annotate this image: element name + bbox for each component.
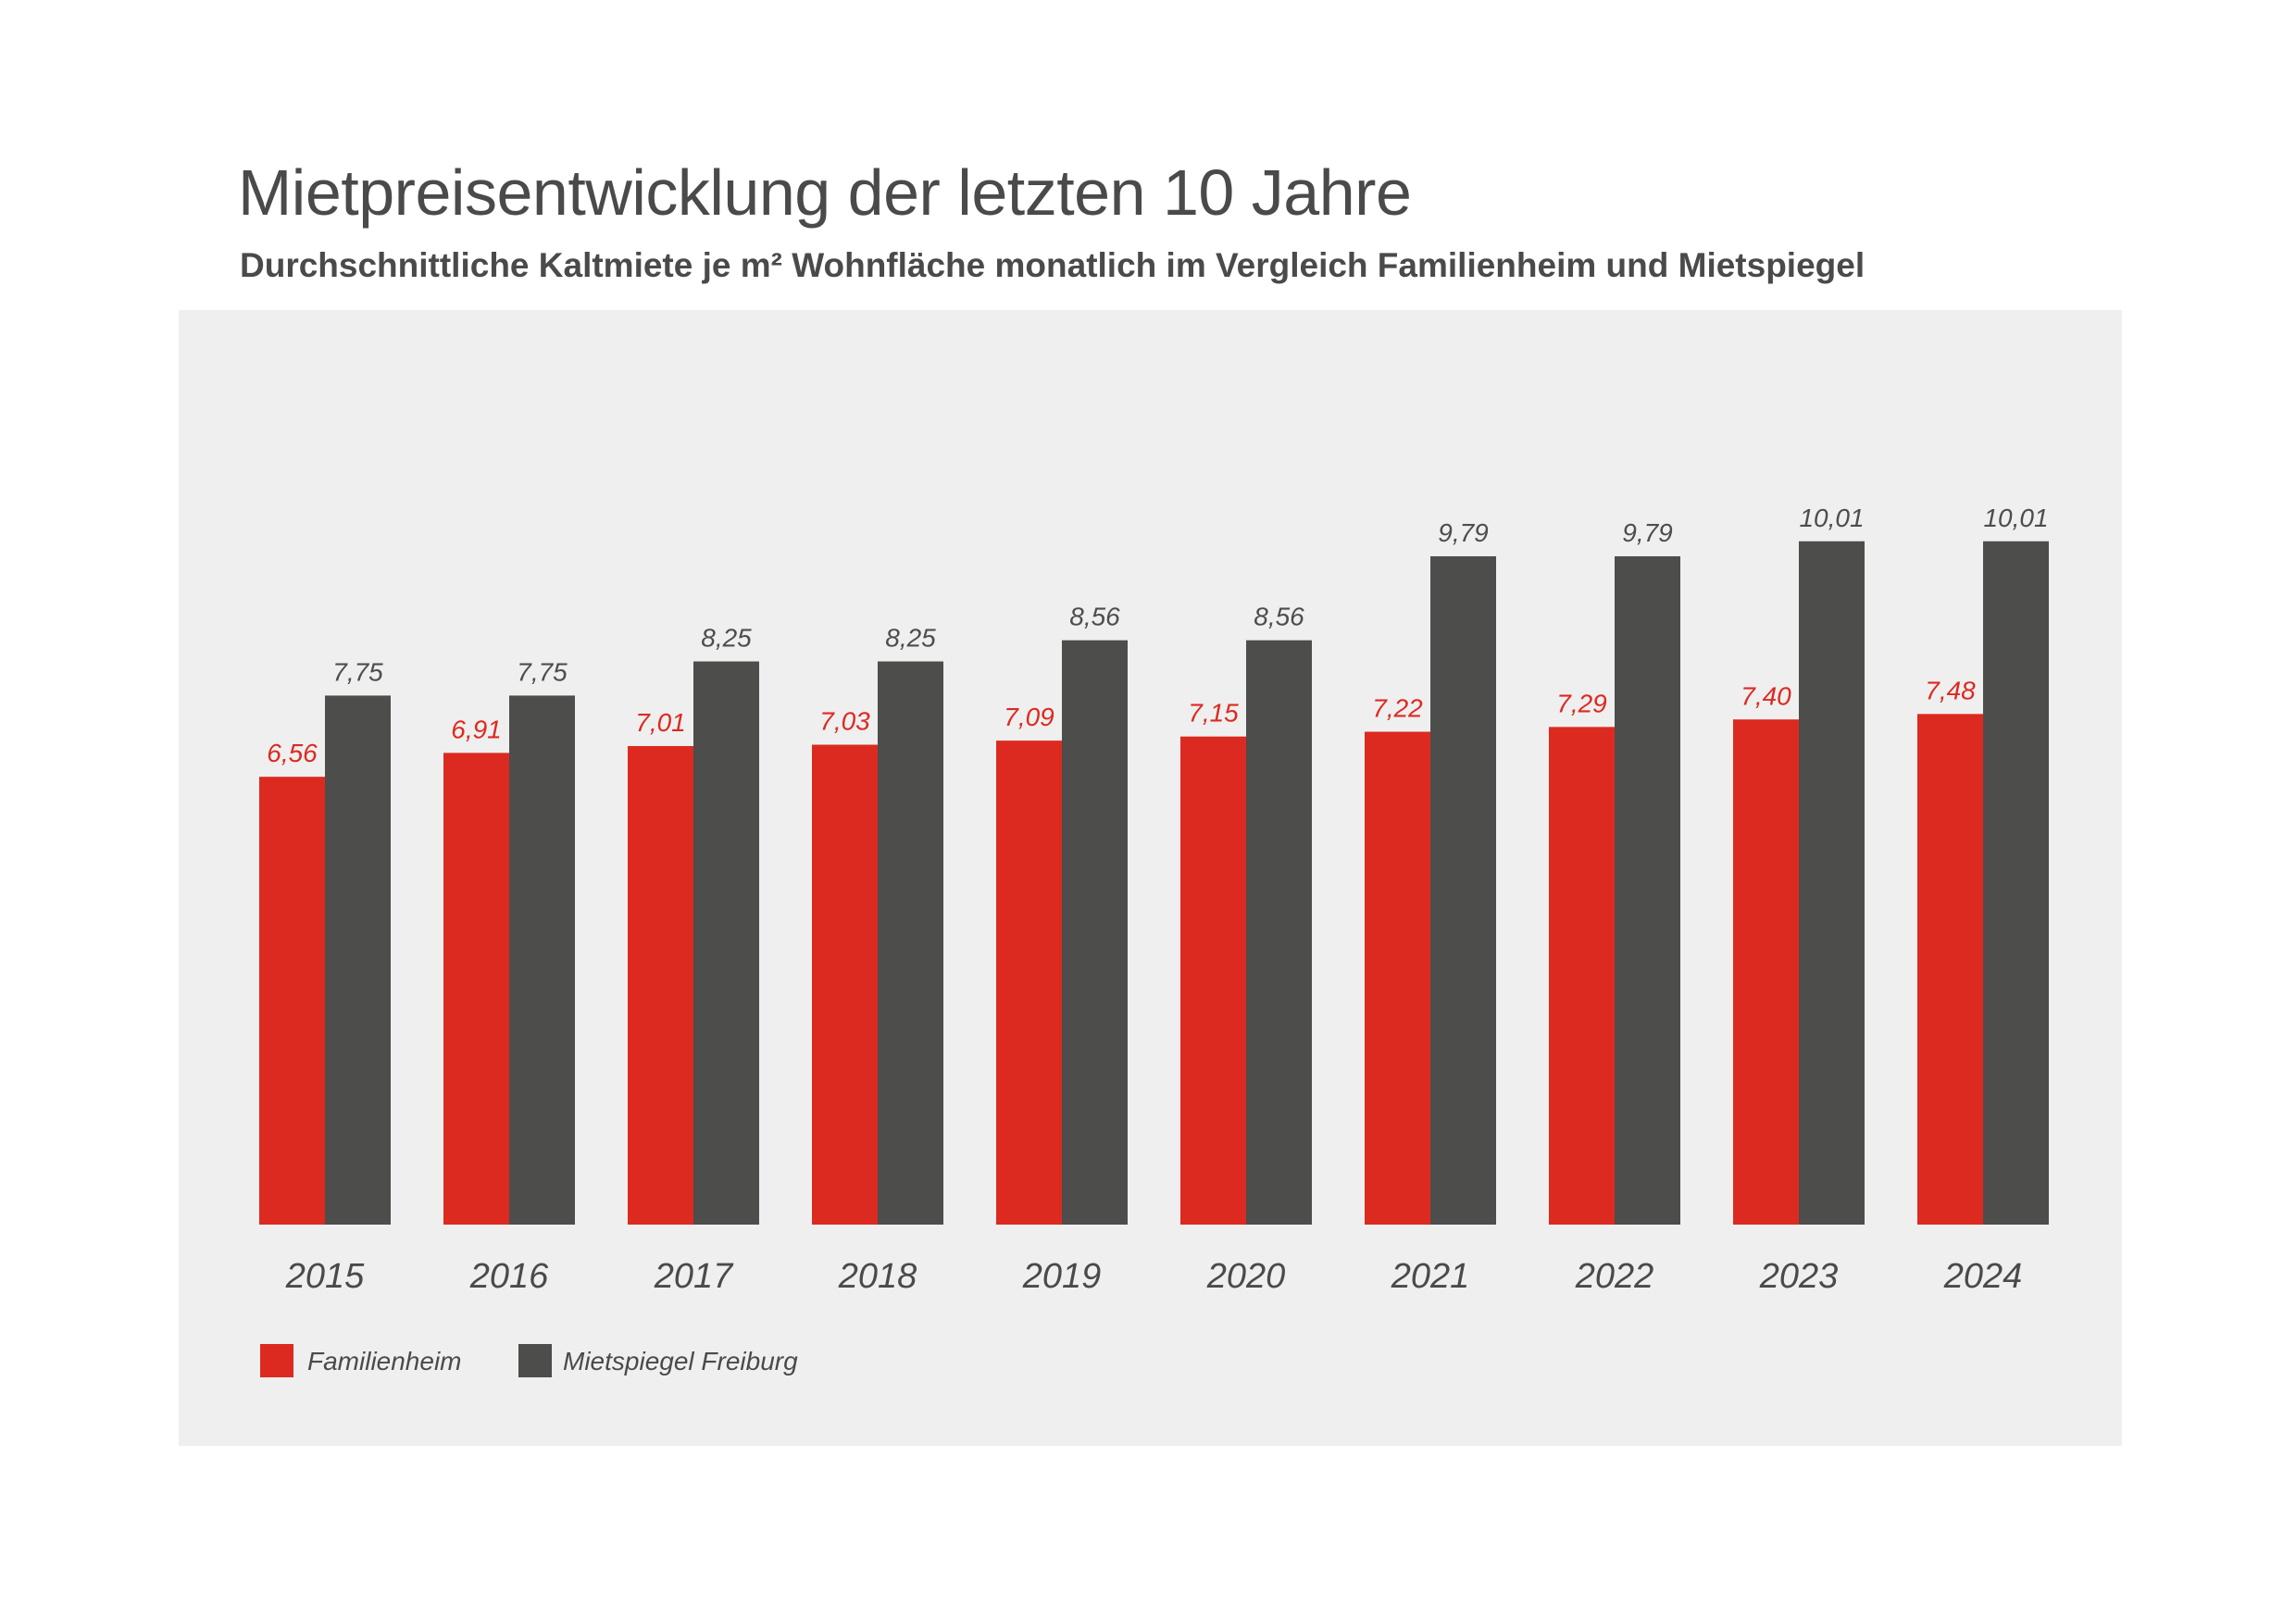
data-label-mietspiegel-2022: 9,79 xyxy=(1622,518,1673,547)
bar-mietspiegel-2018 xyxy=(878,661,943,1225)
data-label-familienheim-2021: 7,22 xyxy=(1372,694,1423,723)
bar-mietspiegel-2021 xyxy=(1430,555,1496,1225)
data-label-mietspiegel-2023: 10,01 xyxy=(1799,504,1864,532)
x-tick-label-2018: 2018 xyxy=(838,1257,917,1296)
bar-familienheim-2021 xyxy=(1365,731,1430,1225)
data-label-mietspiegel-2019: 8,56 xyxy=(1069,603,1120,631)
bar-familienheim-2019 xyxy=(996,741,1062,1225)
x-tick-label-2022: 2022 xyxy=(1575,1257,1654,1296)
bar-familienheim-2024 xyxy=(1917,714,1983,1225)
x-tick-label-2017: 2017 xyxy=(654,1257,734,1296)
bar-familienheim-2022 xyxy=(1549,727,1615,1225)
data-label-mietspiegel-2024: 10,01 xyxy=(1983,504,2048,532)
bar-mietspiegel-2016 xyxy=(509,695,575,1225)
x-tick-label-2016: 2016 xyxy=(469,1257,549,1296)
bar-familienheim-2017 xyxy=(628,746,693,1225)
bar-mietspiegel-2022 xyxy=(1615,555,1680,1225)
chart-panel: 6,56 7,75 2015 6,91 7,75 2016 7,01 8,25 2017 7,03… xyxy=(179,310,2122,1446)
data-label-mietspiegel-2020: 8,56 xyxy=(1254,603,1304,631)
legend-swatch-mietspiegel xyxy=(518,1344,552,1377)
data-label-mietspiegel-2017: 8,25 xyxy=(701,624,752,653)
bar-mietspiegel-2023 xyxy=(1799,541,1865,1225)
bar-mietspiegel-2019 xyxy=(1062,640,1128,1225)
bar-chart: 6,56 7,75 2015 6,91 7,75 2016 7,01 8,25 2017 7,03… xyxy=(259,504,2049,1377)
data-label-mietspiegel-2016: 7,75 xyxy=(517,657,568,686)
bar-mietspiegel-2024 xyxy=(1983,541,2049,1225)
data-label-familienheim-2023: 7,40 xyxy=(1741,681,1791,710)
data-label-familienheim-2017: 7,01 xyxy=(635,708,686,737)
legend-label-familienheim: Familienheim xyxy=(307,1347,462,1375)
chart-title: Mietpreisentwicklung der letzten 10 Jahr… xyxy=(238,156,1412,229)
data-label-familienheim-2016: 6,91 xyxy=(451,715,502,743)
x-tick-label-2023: 2023 xyxy=(1759,1257,1839,1296)
data-label-familienheim-2015: 6,56 xyxy=(267,739,318,767)
legend-swatch-familienheim xyxy=(260,1344,293,1377)
x-tick-label-2020: 2020 xyxy=(1206,1257,1286,1296)
bar-mietspiegel-2015 xyxy=(325,695,391,1225)
bar-familienheim-2023 xyxy=(1733,719,1799,1225)
data-label-familienheim-2019: 7,09 xyxy=(1004,703,1054,731)
data-label-familienheim-2022: 7,29 xyxy=(1556,689,1607,717)
bar-mietspiegel-2020 xyxy=(1246,640,1312,1225)
data-label-mietspiegel-2018: 8,25 xyxy=(885,624,936,653)
x-tick-label-2021: 2021 xyxy=(1391,1257,1470,1296)
bar-familienheim-2015 xyxy=(259,777,325,1225)
x-tick-label-2015: 2015 xyxy=(285,1257,365,1296)
chart-subtitle: Durchschnittliche Kaltmiete je m² Wohnfl… xyxy=(240,246,1866,284)
bar-familienheim-2020 xyxy=(1180,736,1246,1225)
data-label-familienheim-2024: 7,48 xyxy=(1925,676,1976,704)
data-label-mietspiegel-2021: 9,79 xyxy=(1438,518,1489,547)
data-label-mietspiegel-2015: 7,75 xyxy=(332,657,383,686)
legend-label-mietspiegel: Mietspiegel Freiburg xyxy=(563,1347,798,1375)
bar-familienheim-2018 xyxy=(812,744,878,1225)
data-label-familienheim-2018: 7,03 xyxy=(819,707,870,736)
bar-familienheim-2016 xyxy=(443,753,509,1225)
data-label-familienheim-2020: 7,15 xyxy=(1188,699,1239,728)
x-tick-label-2019: 2019 xyxy=(1022,1257,1102,1296)
bar-mietspiegel-2017 xyxy=(693,661,759,1225)
x-tick-label-2024: 2024 xyxy=(1943,1257,2023,1296)
